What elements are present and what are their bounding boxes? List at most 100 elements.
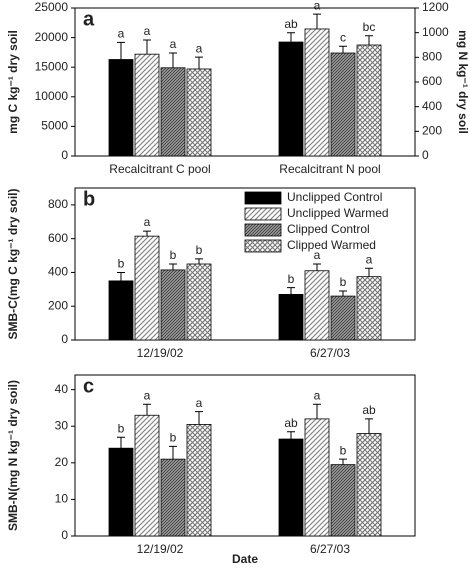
legend-swatch (244, 239, 282, 253)
significance-letter: a (366, 252, 373, 266)
significance-letter: bc (363, 20, 376, 34)
significance-letter: c (340, 30, 346, 44)
error-bar (287, 32, 295, 43)
significance-letter: b (170, 248, 177, 262)
error-bar (313, 263, 321, 271)
bar (186, 423, 212, 537)
error-bar (365, 418, 373, 434)
legend-swatch (244, 207, 282, 221)
bar (330, 52, 356, 157)
significance-letter: b (118, 421, 125, 435)
bar (134, 414, 160, 537)
y-axis-label: SMB-C(mg C kg⁻¹ dry soil) (6, 188, 20, 339)
bar (278, 438, 304, 537)
bar (304, 28, 330, 157)
error-bar (117, 436, 125, 449)
significance-letter: a (144, 388, 151, 402)
bar (108, 447, 134, 537)
error-bar (169, 263, 177, 270)
y2-tick-label: 1200 (422, 0, 449, 14)
bar (356, 433, 382, 537)
y2-tick-label: 200 (422, 124, 442, 138)
error-bar (313, 403, 321, 419)
x-tick-label: 12/19/02 (137, 346, 184, 360)
legend-swatch (244, 223, 282, 237)
y2-tick-label: 400 (422, 99, 442, 113)
significance-letter: a (196, 41, 203, 55)
y-tick-label: 30 (55, 418, 69, 432)
panel-label: a (83, 8, 95, 30)
significance-letter: a (144, 24, 151, 38)
x-tick-label: Recalcitrant N pool (279, 162, 380, 176)
error-bar (195, 258, 203, 264)
y-tick-label: 10 (55, 492, 69, 506)
error-bar (143, 39, 151, 55)
y-tick-label: 40 (55, 382, 69, 396)
y-tick-label: 20 (55, 455, 69, 469)
panel-label: c (83, 375, 94, 397)
legend-label: Clipped Control (287, 222, 370, 236)
error-bar (287, 431, 295, 440)
y-tick-label: 400 (48, 265, 68, 279)
plot-frame (74, 187, 416, 341)
error-bar (117, 41, 125, 60)
bar (134, 53, 160, 157)
y-tick-label: 200 (48, 298, 68, 312)
error-bar (365, 35, 373, 45)
significance-letter: b (170, 431, 177, 445)
y-tick-label: 0 (61, 528, 68, 542)
y2-axis-label: mg N kg⁻¹ dry soil (456, 30, 470, 134)
significance-letter: a (314, 0, 321, 12)
bar (186, 68, 212, 157)
significance-letter: b (196, 243, 203, 257)
significance-letter: b (340, 275, 347, 289)
x-tick-label: 12/19/02 (137, 542, 184, 556)
legend-label: Unclipped Warmed (287, 206, 389, 220)
bar (356, 44, 382, 157)
x-tick-label: 6/27/03 (310, 346, 350, 360)
error-bar (287, 287, 295, 295)
panel-label: b (83, 188, 95, 210)
significance-letter: a (196, 396, 203, 410)
y-tick-label: 15000 (35, 59, 69, 73)
legend-swatch (244, 191, 282, 205)
bar (356, 276, 382, 341)
error-bar (313, 13, 321, 29)
y-axis-label: SMB-N(mg N kg⁻¹ dry soil) (6, 380, 20, 531)
bar (108, 59, 134, 157)
significance-letter: a (170, 37, 177, 51)
error-bar (117, 271, 125, 281)
y2-tick-label: 1000 (422, 25, 449, 39)
significance-letter: a (314, 248, 321, 262)
significance-letter: a (118, 27, 125, 41)
significance-letter: ab (284, 416, 298, 430)
y-tick-label: 0 (61, 148, 68, 162)
significance-letter: b (340, 443, 347, 457)
y-tick-label: 25000 (35, 0, 69, 14)
y-tick-label: 5000 (41, 119, 68, 133)
bar (304, 418, 330, 537)
error-bar (143, 403, 151, 416)
y2-tick-label: 600 (422, 74, 442, 88)
error-bar (339, 290, 347, 297)
y2-tick-label: 800 (422, 50, 442, 64)
significance-letter: b (118, 257, 125, 271)
y-tick-label: 600 (48, 231, 68, 245)
significance-letter: ab (284, 17, 298, 31)
error-bar (169, 445, 177, 460)
y-tick-label: 0 (61, 332, 68, 346)
y-tick-label: 20000 (35, 30, 69, 44)
bar (160, 269, 186, 341)
bar (160, 67, 186, 157)
bar (330, 295, 356, 341)
bar (108, 280, 134, 341)
error-bar (143, 230, 151, 237)
significance-letter: ab (362, 403, 376, 417)
bar (304, 270, 330, 341)
error-bar (339, 45, 347, 54)
bar (278, 293, 304, 341)
x-tick-label: 6/27/03 (310, 542, 350, 556)
significance-letter: a (314, 388, 321, 402)
y-tick-label: 10000 (35, 89, 69, 103)
